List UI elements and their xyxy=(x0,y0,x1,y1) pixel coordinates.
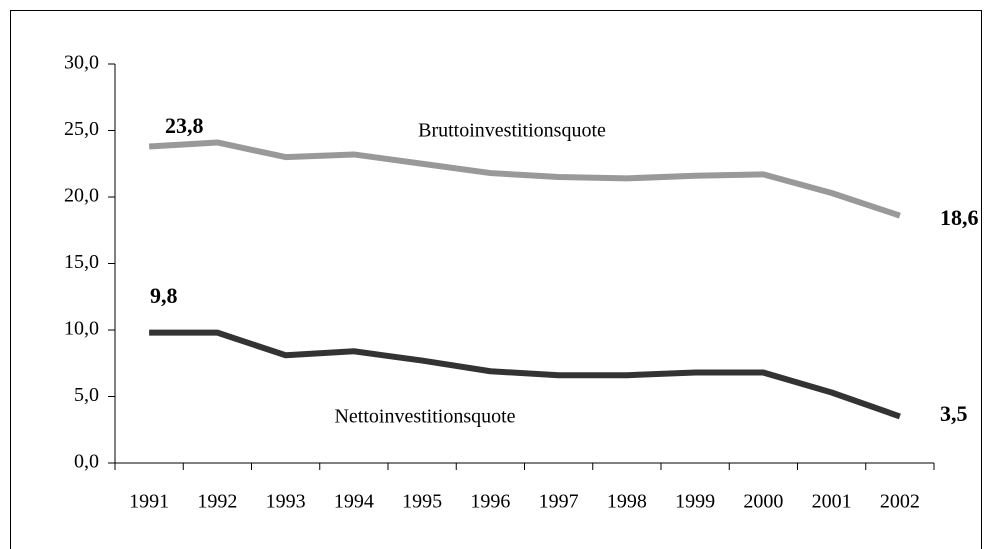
series-label: Nettoinvestitionsquote xyxy=(334,406,515,428)
value-label: 9,8 xyxy=(150,283,178,308)
y-tick-label: 20,0 xyxy=(64,185,99,207)
series-label: Bruttoinvestitionsquote xyxy=(418,120,606,142)
frame xyxy=(10,10,982,549)
x-tick-label: 1995 xyxy=(402,491,442,513)
y-tick-label: 10,0 xyxy=(64,318,99,340)
y-tick-label: 30,0 xyxy=(64,52,99,74)
x-tick-label: 1991 xyxy=(129,491,169,513)
value-label: 18,6 xyxy=(940,205,979,230)
y-tick-label: 0,0 xyxy=(74,451,99,473)
x-tick-label: 2000 xyxy=(743,491,783,513)
x-tick-label: 1994 xyxy=(334,491,374,513)
y-tick-label: 15,0 xyxy=(64,251,99,273)
y-tick-label: 25,0 xyxy=(64,118,99,140)
line xyxy=(148,139,901,219)
value-label: 23,8 xyxy=(165,113,204,138)
x-tick-label: 1998 xyxy=(607,491,647,513)
x-tick-label: 2002 xyxy=(880,491,920,513)
x-tick-label: 1992 xyxy=(197,491,237,513)
x-tick-label: 1993 xyxy=(266,491,306,513)
value-label: 3,5 xyxy=(940,401,968,426)
y-tick-label: 5,0 xyxy=(74,384,99,406)
x-tick-label: 1996 xyxy=(470,491,510,513)
x-tick-label: 1997 xyxy=(539,491,579,513)
x-tick-label: 1999 xyxy=(675,491,715,513)
line xyxy=(149,329,901,420)
x-tick-label: 2001 xyxy=(812,491,852,513)
